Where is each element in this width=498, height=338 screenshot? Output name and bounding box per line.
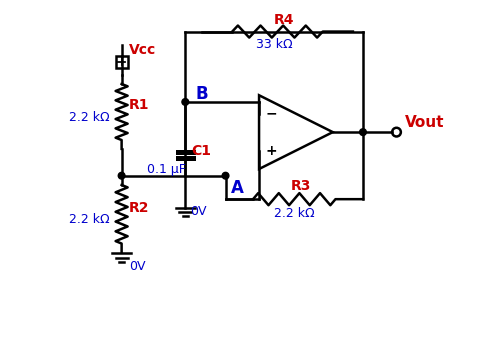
Text: +: + (265, 144, 277, 158)
Circle shape (182, 99, 189, 105)
Circle shape (360, 129, 367, 136)
Text: Vcc: Vcc (129, 43, 156, 57)
Text: A: A (231, 179, 244, 197)
Text: 2.2 kΩ: 2.2 kΩ (274, 207, 315, 220)
Text: 0V: 0V (129, 260, 145, 273)
Circle shape (118, 172, 125, 179)
Text: Vout: Vout (405, 115, 444, 130)
Bar (116, 56, 127, 68)
Text: C1: C1 (191, 144, 211, 159)
Text: R2: R2 (129, 200, 149, 215)
Text: 33 kΩ: 33 kΩ (256, 38, 292, 51)
Text: R4: R4 (274, 13, 294, 27)
Text: B: B (195, 84, 208, 102)
Text: 2.2 kΩ: 2.2 kΩ (69, 111, 110, 124)
Text: 0.1 μF: 0.1 μF (147, 163, 186, 176)
Text: −: − (265, 107, 277, 121)
Circle shape (222, 172, 229, 179)
Text: R1: R1 (129, 98, 149, 112)
Circle shape (392, 128, 401, 137)
Text: 2.2 kΩ: 2.2 kΩ (69, 213, 110, 226)
Text: R3: R3 (291, 179, 311, 193)
Text: 0V: 0V (190, 205, 207, 218)
